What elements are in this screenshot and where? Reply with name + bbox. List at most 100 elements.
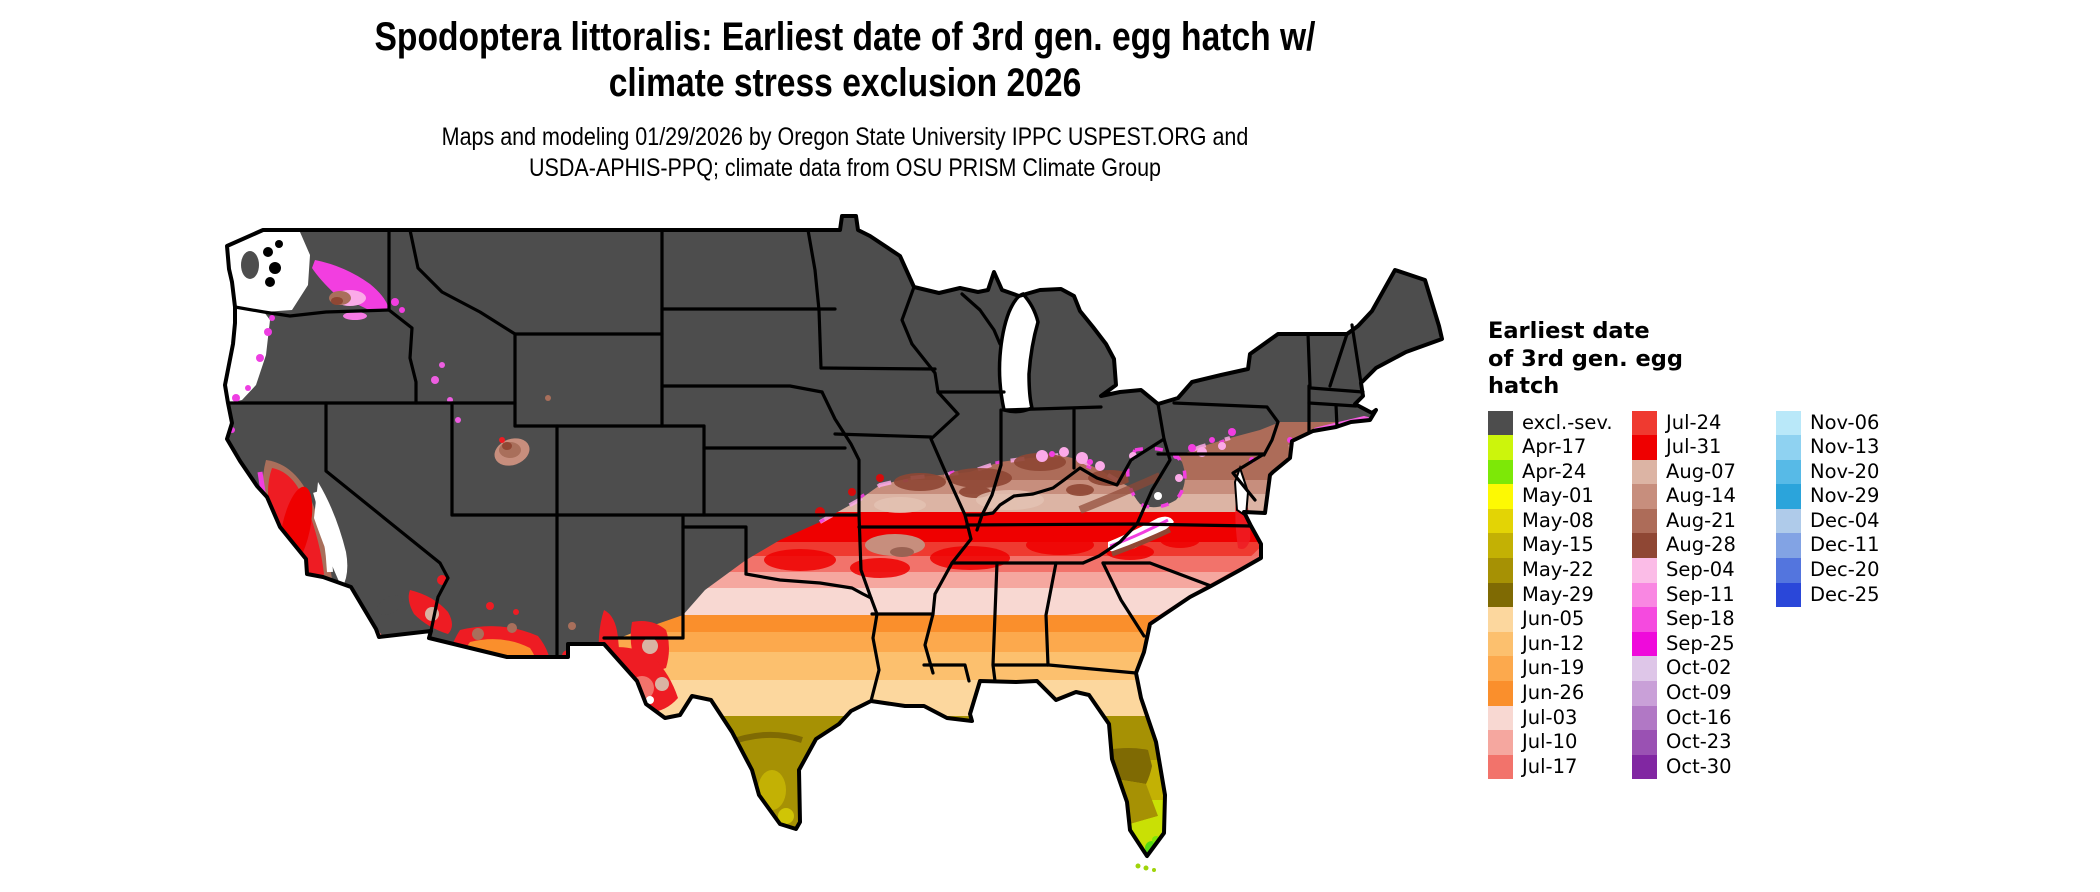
socal-orange bbox=[356, 640, 372, 656]
legend-label: Jun-19 bbox=[1522, 656, 1585, 680]
legend-title-line-3: hatch bbox=[1488, 373, 1560, 399]
legend-label: Nov-20 bbox=[1810, 459, 1880, 483]
conus-map bbox=[180, 160, 1445, 892]
wa-magenta-arc bbox=[312, 260, 389, 312]
or-white-valley bbox=[225, 307, 270, 403]
columbia-pink-spill bbox=[343, 312, 367, 320]
sierra-white-strip bbox=[314, 482, 348, 588]
legend-swatch bbox=[1632, 730, 1657, 755]
legend-label: Aug-07 bbox=[1666, 459, 1736, 483]
legend-label: Aug-21 bbox=[1666, 508, 1736, 532]
socal-red1 bbox=[304, 618, 324, 638]
wa-magenta-speck bbox=[391, 298, 399, 306]
legend-item: Dec-25 bbox=[1776, 582, 1920, 608]
legend-label: Sep-25 bbox=[1666, 631, 1735, 655]
wa-magenta-speck2 bbox=[399, 307, 405, 313]
legend-label: Nov-29 bbox=[1810, 484, 1880, 508]
legend-item: Jul-17 bbox=[1488, 754, 1632, 780]
legend-item: Jun-19 bbox=[1488, 656, 1632, 682]
legend-label: Jun-12 bbox=[1522, 631, 1585, 655]
az-red-speck2 bbox=[513, 609, 519, 615]
conus-map-svg bbox=[223, 214, 1444, 872]
olympic-gray bbox=[241, 251, 259, 279]
legend-item: Aug-28 bbox=[1632, 533, 1776, 559]
legend-item: Apr-17 bbox=[1488, 435, 1632, 460]
mt-brown-speck bbox=[545, 395, 551, 401]
legend-columns: excl.-sev. Apr-17 Apr-24 May-01 May-08 May-15… bbox=[1488, 410, 1958, 780]
legend-swatch bbox=[1632, 631, 1657, 657]
legend-swatch bbox=[1632, 533, 1657, 559]
utah-darkbrown bbox=[502, 442, 512, 450]
legend-swatch bbox=[1632, 558, 1657, 583]
legend-swatch bbox=[1632, 656, 1657, 682]
legend-swatch bbox=[1776, 435, 1801, 460]
legend-label: May-01 bbox=[1522, 484, 1594, 508]
legend-label: Sep-04 bbox=[1666, 558, 1735, 582]
legend-swatch bbox=[1488, 705, 1513, 731]
legend-item: Apr-24 bbox=[1488, 459, 1632, 485]
legend-label: Jul-03 bbox=[1522, 705, 1578, 729]
nm-west-red2 bbox=[575, 665, 585, 675]
legend-column: excl.-sev. Apr-17 Apr-24 May-01 May-08 May-15… bbox=[1488, 410, 1632, 780]
page-subtitle: Maps and modeling 01/29/2026 by Oregon S… bbox=[247, 122, 1442, 184]
az-red-ring bbox=[448, 626, 552, 710]
legend-item: May-22 bbox=[1488, 558, 1632, 583]
subtitle-line-1: Maps and modeling 01/29/2026 by Oregon S… bbox=[441, 123, 1249, 151]
legend-swatch bbox=[1488, 410, 1513, 436]
or-magenta-specks bbox=[232, 315, 275, 402]
puget-sound-water bbox=[263, 240, 283, 287]
legend-label: Oct-09 bbox=[1666, 681, 1732, 705]
legend-label: Jul-24 bbox=[1666, 410, 1722, 434]
socal-magenta-specks bbox=[296, 618, 327, 673]
legend-label: May-08 bbox=[1522, 508, 1594, 532]
legend-label: Nov-06 bbox=[1810, 410, 1880, 434]
legend-swatch bbox=[1776, 459, 1801, 485]
desert-gray-notch bbox=[377, 595, 403, 615]
legend-swatch bbox=[1632, 508, 1657, 534]
legend-label: Jun-05 bbox=[1522, 607, 1585, 631]
legend-item: Aug-07 bbox=[1632, 459, 1776, 485]
bigbend-red bbox=[630, 710, 650, 730]
legend-swatch bbox=[1488, 558, 1513, 583]
legend-label: Jun-26 bbox=[1522, 681, 1585, 705]
appalachian-brown-streak bbox=[1078, 472, 1162, 514]
legend-swatch bbox=[1632, 459, 1657, 485]
li-magenta-speck bbox=[1297, 441, 1303, 447]
legend-swatch bbox=[1488, 607, 1513, 632]
legend-item: Sep-18 bbox=[1632, 607, 1776, 632]
legend-item: Jul-10 bbox=[1488, 730, 1632, 755]
legend-swatch bbox=[1632, 681, 1657, 706]
legend-item: Nov-13 bbox=[1776, 435, 1920, 460]
legend-item: May-15 bbox=[1488, 533, 1632, 559]
legend-column: Jul-24 Jul-31 Aug-07 Aug-14 Aug-21 Aug-28 Sep-… bbox=[1632, 410, 1776, 780]
legend-label: Dec-20 bbox=[1810, 558, 1880, 582]
legend-label: May-15 bbox=[1522, 533, 1594, 557]
legend-item: Dec-11 bbox=[1776, 533, 1920, 559]
legend-item: Oct-30 bbox=[1632, 754, 1776, 780]
raster-layer bbox=[225, 216, 1442, 856]
utah-red-speck bbox=[499, 437, 505, 443]
legend-swatch bbox=[1488, 754, 1513, 780]
legend-label: Oct-30 bbox=[1666, 754, 1732, 778]
legend-item: Jul-24 bbox=[1632, 410, 1776, 436]
legend-label: Apr-17 bbox=[1522, 435, 1587, 459]
legend-item: Aug-21 bbox=[1632, 508, 1776, 534]
az-red-speck1 bbox=[486, 602, 494, 610]
florida-keys bbox=[1135, 863, 1156, 872]
texas-tip-yellow bbox=[778, 808, 794, 824]
legend-swatch bbox=[1776, 558, 1801, 583]
legend-item: May-29 bbox=[1488, 582, 1632, 608]
legend-item: Sep-04 bbox=[1632, 558, 1776, 583]
legend-label: Jul-10 bbox=[1522, 730, 1578, 754]
legend-label: Sep-18 bbox=[1666, 607, 1735, 631]
socal-olive2 bbox=[347, 657, 357, 667]
state-borders bbox=[226, 228, 1365, 703]
legend-item: Jun-26 bbox=[1488, 681, 1632, 706]
legend-item: excl.-sev. bbox=[1488, 410, 1632, 436]
legend-swatch bbox=[1632, 435, 1657, 460]
legend-label: Nov-13 bbox=[1810, 435, 1880, 459]
title-line-1: Spodoptera littoralis: Earliest date of … bbox=[374, 15, 1316, 59]
legend: Earliest date of 3rd gen. egg hatch excl… bbox=[1488, 318, 1958, 780]
legend-title-line-1: Earliest date bbox=[1488, 318, 1650, 344]
